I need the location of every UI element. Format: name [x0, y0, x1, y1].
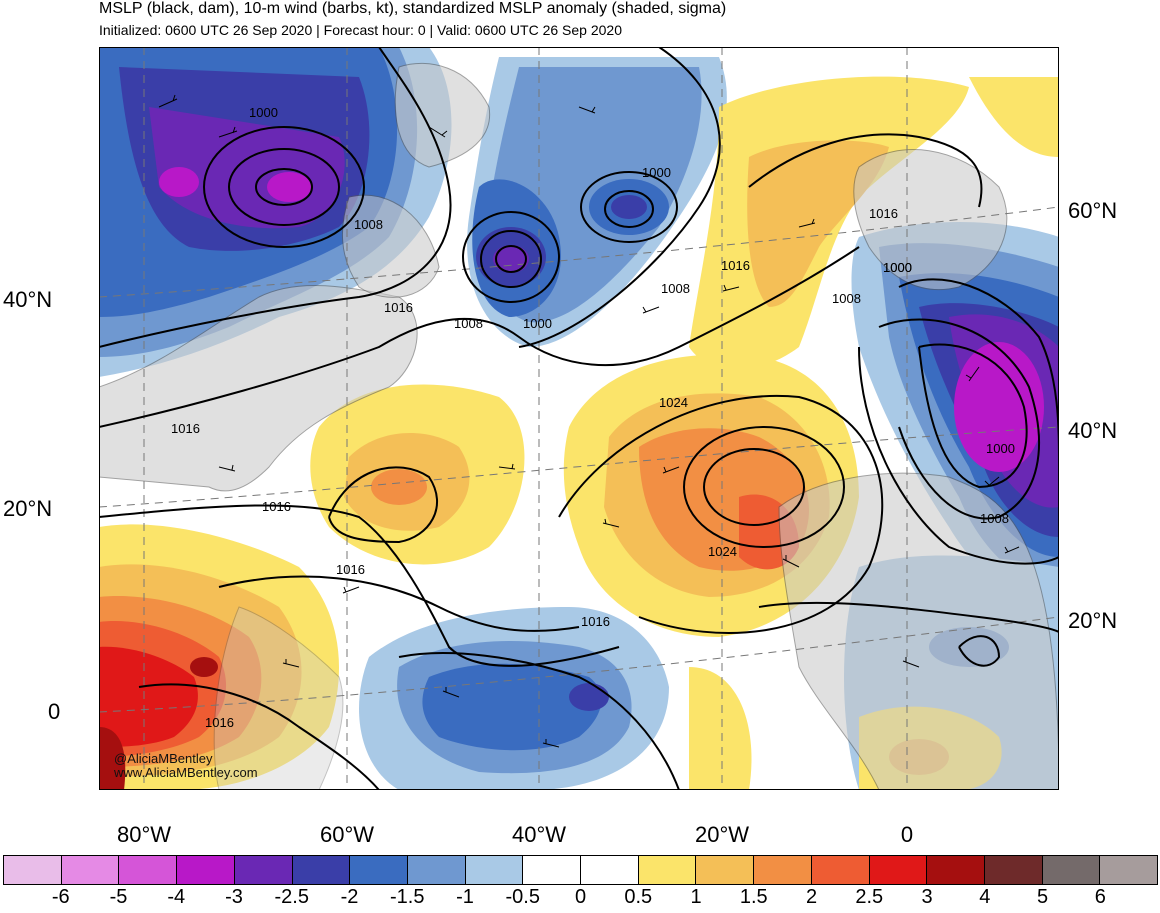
isobars	[98, 46, 1060, 791]
lon-label-80w: 80°W	[116, 822, 172, 847]
contour-label: 1000	[523, 316, 552, 331]
contour-label: 1016	[869, 206, 898, 221]
contour-label: 1016	[205, 715, 234, 730]
contour-label: 1000	[883, 260, 912, 275]
colorbar-swatch	[61, 856, 120, 884]
lat-label-right-20n: 20°N	[1068, 608, 1118, 633]
map-canvas: 1000 1008 1000 1000 1016 1008 1008 1000 …	[98, 46, 1060, 791]
weather-map: 1000 1008 1000 1000 1016 1008 1008 1000 …	[98, 46, 1060, 791]
contour-label: 1024	[659, 395, 688, 410]
land-masses	[98, 62, 1060, 791]
colorbar-tick-label: 0	[574, 886, 587, 908]
colorbar-swatch	[984, 856, 1043, 884]
colorbar-swatch	[292, 856, 351, 884]
colorbar-tick-label: 5	[1036, 886, 1049, 908]
colorbar-swatch	[1100, 856, 1158, 884]
contour-label: 1008	[454, 316, 483, 331]
contour-label: 1000	[883, 260, 912, 275]
contour-label: 1008	[354, 217, 383, 232]
contour-label: 1016	[384, 300, 413, 315]
colorbar-tick-label: -1.5	[390, 886, 425, 908]
colorbar-swatch	[177, 856, 235, 884]
map-subtitle: Initialized: 0600 UTC 26 Sep 2020 | Fore…	[99, 22, 622, 38]
credit-handle: @AliciaMBentley	[114, 751, 213, 766]
lat-label-left-0: 0	[48, 699, 61, 724]
colorbar-tick-label: 4	[979, 886, 991, 908]
colorbar-swatch	[754, 856, 812, 884]
colorbar-swatch	[523, 856, 582, 884]
lat-label-left-20n: 20°N	[3, 496, 53, 521]
colorbar-tick-label: -6	[51, 886, 70, 908]
colorbar-tick-label: -2.5	[274, 886, 309, 908]
contour-labels: 1000 1008 1000 1000 1016 1008 1008 1000 …	[171, 105, 1015, 730]
colorbar-swatch	[4, 856, 62, 884]
lat-label-right-40n: 40°N	[1068, 418, 1118, 443]
map-title: MSLP (black, dam), 10-m wind (barbs, kt)…	[99, 0, 727, 17]
contour-label: 1008	[661, 281, 690, 296]
colorbar-swatch	[927, 856, 985, 884]
contour-label: 1016	[171, 421, 200, 436]
credit-url: www.AliciaMBentley.com	[114, 765, 258, 780]
colorbar-swatch	[581, 856, 639, 884]
colorbar-tick-label: 1	[690, 886, 702, 908]
colorbar-tick-label: -2	[340, 886, 359, 908]
lat-label-left-40n: 40°N	[3, 287, 53, 312]
colorbar-swatch	[696, 856, 755, 884]
colorbar-swatch	[1042, 856, 1101, 884]
colorbar-swatch	[869, 856, 928, 884]
colorbar-tick-label: 2.5	[855, 886, 884, 908]
colorbar-tick-label: 6	[1094, 886, 1106, 908]
lon-label-60w: 60°W	[319, 822, 375, 847]
lat-label-right-60n: 60°N	[1068, 198, 1118, 223]
contour-label: 1024	[708, 544, 737, 559]
colorbar-swatch	[350, 856, 408, 884]
contour-label: 1000	[986, 441, 1015, 456]
colorbar-tick-label: 3	[921, 886, 933, 908]
contour-label: 1016	[581, 614, 610, 629]
colorbar-tick-label: -1	[456, 886, 474, 908]
colorbar-swatch	[407, 856, 466, 884]
credit: @AliciaMBentley www.AliciaMBentley.com	[114, 752, 258, 780]
lon-label-0: 0	[900, 822, 914, 847]
contour-label: 1016	[721, 258, 750, 273]
wind-barbs	[158, 94, 1020, 748]
contour-label: 1000	[249, 105, 278, 120]
colorbar-swatch	[811, 856, 870, 884]
contour-label: 1008	[832, 291, 861, 306]
colorbar-swatch	[119, 856, 178, 884]
colorbar-tick-label: 1.5	[739, 886, 768, 908]
colorbar-swatch	[465, 856, 524, 884]
colorbar-ticks: -6 -5 -4 -3 -2.5 -2 -1.5 -1 -0.5 0 0.5 1 1.5 2 2.5 3 4 5 6	[3, 886, 1158, 910]
colorbar-tick-label: 0.5	[624, 886, 653, 908]
contour-label: 1000	[642, 165, 671, 180]
contour-label: 1016	[262, 499, 291, 514]
lon-label-20w: 20°W	[694, 822, 750, 847]
colorbar-tick-label: -4	[167, 886, 186, 908]
map-frame	[99, 47, 1059, 790]
colorbar-tick-label: -0.5	[505, 886, 540, 908]
contour-label: 1008	[980, 511, 1009, 526]
colorbar	[3, 855, 1158, 885]
colorbar-swatch	[234, 856, 293, 884]
lon-label-40w: 40°W	[511, 822, 567, 847]
contour-label: 1016	[336, 562, 365, 577]
colorbar-tick-label: -3	[225, 886, 243, 908]
colorbar-tick-label: -5	[109, 886, 128, 908]
colorbar-swatch	[638, 856, 697, 884]
colorbar-tick-label: 2	[805, 886, 818, 908]
